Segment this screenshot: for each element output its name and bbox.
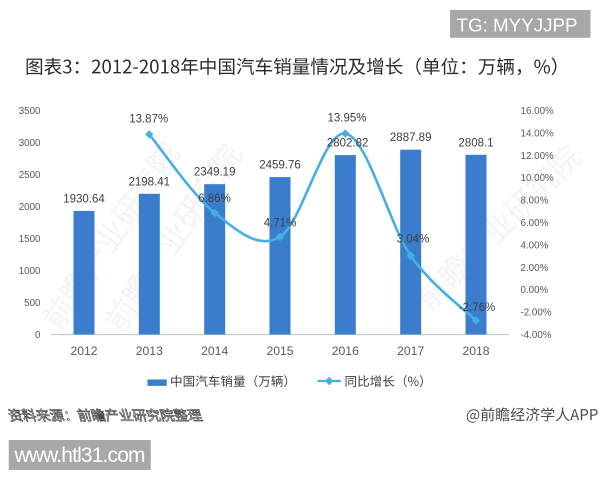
svg-text:3000: 3000: [19, 138, 41, 149]
svg-text:10.00%: 10.00%: [521, 173, 555, 184]
svg-text:2198.41: 2198.41: [129, 176, 171, 188]
svg-text:6.86%: 6.86%: [198, 193, 231, 205]
svg-text:2500: 2500: [19, 170, 41, 181]
svg-text:0: 0: [35, 330, 41, 341]
svg-text:14.00%: 14.00%: [521, 128, 555, 139]
svg-text:-2.00%: -2.00%: [521, 308, 552, 319]
svg-text:TG: MYYJJPP: TG: MYYJJPP: [457, 15, 578, 36]
svg-text:6.00%: 6.00%: [521, 218, 549, 229]
svg-text:-4.00%: -4.00%: [521, 330, 552, 341]
svg-text:2802.82: 2802.82: [327, 138, 369, 150]
svg-text:500: 500: [24, 298, 41, 309]
svg-text:1500: 1500: [19, 234, 41, 245]
svg-text:2016: 2016: [332, 344, 359, 358]
svg-text:13.87%: 13.87%: [129, 114, 168, 126]
svg-text:2014: 2014: [201, 344, 228, 358]
svg-text:2013: 2013: [136, 344, 163, 358]
svg-text:3.04%: 3.04%: [397, 234, 430, 246]
svg-text:4.00%: 4.00%: [521, 240, 549, 251]
svg-text:12.00%: 12.00%: [521, 151, 555, 162]
svg-text:1930.64: 1930.64: [63, 193, 105, 205]
svg-text:4.71%: 4.71%: [264, 218, 297, 230]
svg-text:1000: 1000: [19, 266, 41, 277]
svg-text:2015: 2015: [266, 344, 293, 358]
svg-text:2887.89: 2887.89: [390, 132, 432, 144]
svg-text:-2.76%: -2.76%: [459, 302, 495, 314]
svg-text:3500: 3500: [19, 106, 41, 117]
svg-text:2017: 2017: [397, 344, 424, 358]
svg-text:2459.76: 2459.76: [259, 160, 301, 172]
svg-text:2808.1: 2808.1: [458, 137, 493, 149]
svg-text:2349.19: 2349.19: [194, 167, 236, 179]
svg-text:2012: 2012: [70, 344, 97, 358]
svg-text:13.95%: 13.95%: [327, 112, 366, 124]
svg-text:16.00%: 16.00%: [521, 106, 555, 117]
svg-text:2018: 2018: [462, 344, 489, 358]
svg-text:www.htl31.com: www.htl31.com: [14, 444, 146, 467]
svg-text:8.00%: 8.00%: [521, 196, 549, 207]
svg-text:2000: 2000: [19, 202, 41, 213]
svg-text:2.00%: 2.00%: [521, 263, 549, 274]
svg-text:0.00%: 0.00%: [521, 285, 549, 296]
